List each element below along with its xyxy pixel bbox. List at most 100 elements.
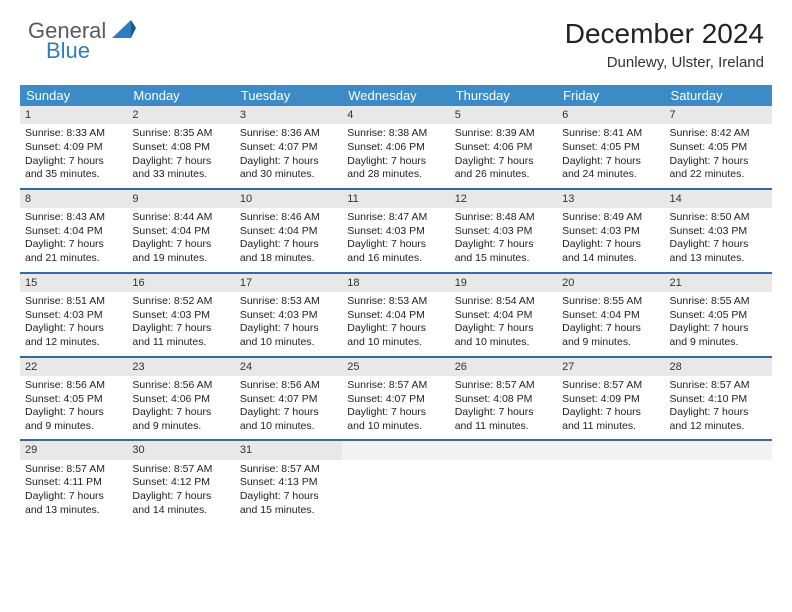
day-content: Sunrise: 8:57 AMSunset: 4:09 PMDaylight:… bbox=[557, 379, 664, 434]
sunset-line: Sunset: 4:04 PM bbox=[132, 225, 229, 239]
daylight-line: Daylight: 7 hours and 10 minutes. bbox=[347, 322, 444, 349]
day-cell bbox=[665, 441, 772, 523]
sunset-line: Sunset: 4:04 PM bbox=[455, 309, 552, 323]
day-cell: 3Sunrise: 8:36 AMSunset: 4:07 PMDaylight… bbox=[235, 106, 342, 188]
daylight-line: Daylight: 7 hours and 10 minutes. bbox=[347, 406, 444, 433]
day-content: Sunrise: 8:41 AMSunset: 4:05 PMDaylight:… bbox=[557, 127, 664, 182]
day-content: Sunrise: 8:52 AMSunset: 4:03 PMDaylight:… bbox=[127, 295, 234, 350]
day-number: 19 bbox=[450, 274, 557, 292]
day-content: Sunrise: 8:49 AMSunset: 4:03 PMDaylight:… bbox=[557, 211, 664, 266]
day-content: Sunrise: 8:56 AMSunset: 4:06 PMDaylight:… bbox=[127, 379, 234, 434]
sunset-line: Sunset: 4:03 PM bbox=[132, 309, 229, 323]
sunset-line: Sunset: 4:03 PM bbox=[347, 225, 444, 239]
day-content: Sunrise: 8:57 AMSunset: 4:07 PMDaylight:… bbox=[342, 379, 449, 434]
sunrise-line: Sunrise: 8:57 AM bbox=[455, 379, 552, 393]
day-number bbox=[557, 441, 664, 459]
day-header: Thursday bbox=[450, 85, 557, 106]
sunrise-line: Sunrise: 8:50 AM bbox=[670, 211, 767, 225]
sunrise-line: Sunrise: 8:57 AM bbox=[25, 463, 122, 477]
sunrise-line: Sunrise: 8:47 AM bbox=[347, 211, 444, 225]
day-number: 5 bbox=[450, 106, 557, 124]
day-number: 31 bbox=[235, 441, 342, 459]
day-header-row: SundayMondayTuesdayWednesdayThursdayFrid… bbox=[20, 85, 772, 106]
day-number: 21 bbox=[665, 274, 772, 292]
day-cell bbox=[342, 441, 449, 523]
day-number bbox=[342, 441, 449, 459]
day-content: Sunrise: 8:39 AMSunset: 4:06 PMDaylight:… bbox=[450, 127, 557, 182]
day-content: Sunrise: 8:33 AMSunset: 4:09 PMDaylight:… bbox=[20, 127, 127, 182]
day-content: Sunrise: 8:55 AMSunset: 4:05 PMDaylight:… bbox=[665, 295, 772, 350]
sunrise-line: Sunrise: 8:33 AM bbox=[25, 127, 122, 141]
sunset-line: Sunset: 4:05 PM bbox=[562, 141, 659, 155]
sunrise-line: Sunrise: 8:51 AM bbox=[25, 295, 122, 309]
day-header: Saturday bbox=[665, 85, 772, 106]
day-content: Sunrise: 8:50 AMSunset: 4:03 PMDaylight:… bbox=[665, 211, 772, 266]
week-row: 22Sunrise: 8:56 AMSunset: 4:05 PMDayligh… bbox=[20, 358, 772, 442]
sunset-line: Sunset: 4:08 PM bbox=[455, 393, 552, 407]
sunrise-line: Sunrise: 8:57 AM bbox=[670, 379, 767, 393]
day-content bbox=[450, 463, 557, 513]
daylight-line: Daylight: 7 hours and 9 minutes. bbox=[25, 406, 122, 433]
sunrise-line: Sunrise: 8:53 AM bbox=[240, 295, 337, 309]
sunrise-line: Sunrise: 8:57 AM bbox=[132, 463, 229, 477]
sunset-line: Sunset: 4:09 PM bbox=[562, 393, 659, 407]
sunrise-line: Sunrise: 8:54 AM bbox=[455, 295, 552, 309]
sunset-line: Sunset: 4:06 PM bbox=[455, 141, 552, 155]
day-header: Wednesday bbox=[342, 85, 449, 106]
daylight-line: Daylight: 7 hours and 24 minutes. bbox=[562, 155, 659, 182]
day-number: 30 bbox=[127, 441, 234, 459]
daylight-line: Daylight: 7 hours and 35 minutes. bbox=[25, 155, 122, 182]
day-cell: 25Sunrise: 8:57 AMSunset: 4:07 PMDayligh… bbox=[342, 358, 449, 440]
daylight-line: Daylight: 7 hours and 9 minutes. bbox=[670, 322, 767, 349]
week-row: 29Sunrise: 8:57 AMSunset: 4:11 PMDayligh… bbox=[20, 441, 772, 523]
daylight-line: Daylight: 7 hours and 10 minutes. bbox=[240, 406, 337, 433]
sunrise-line: Sunrise: 8:57 AM bbox=[562, 379, 659, 393]
sunset-line: Sunset: 4:05 PM bbox=[25, 393, 122, 407]
day-content bbox=[557, 463, 664, 513]
day-number: 11 bbox=[342, 190, 449, 208]
day-number: 10 bbox=[235, 190, 342, 208]
day-number: 17 bbox=[235, 274, 342, 292]
day-header: Tuesday bbox=[235, 85, 342, 106]
header: General Blue December 2024 Dunlewy, Ulst… bbox=[0, 0, 792, 79]
daylight-line: Daylight: 7 hours and 18 minutes. bbox=[240, 238, 337, 265]
day-cell: 28Sunrise: 8:57 AMSunset: 4:10 PMDayligh… bbox=[665, 358, 772, 440]
daylight-line: Daylight: 7 hours and 9 minutes. bbox=[132, 406, 229, 433]
day-cell bbox=[450, 441, 557, 523]
daylight-line: Daylight: 7 hours and 33 minutes. bbox=[132, 155, 229, 182]
daylight-line: Daylight: 7 hours and 12 minutes. bbox=[25, 322, 122, 349]
daylight-line: Daylight: 7 hours and 10 minutes. bbox=[455, 322, 552, 349]
day-cell: 4Sunrise: 8:38 AMSunset: 4:06 PMDaylight… bbox=[342, 106, 449, 188]
day-number: 22 bbox=[20, 358, 127, 376]
daylight-line: Daylight: 7 hours and 13 minutes. bbox=[670, 238, 767, 265]
day-number bbox=[665, 441, 772, 459]
sunrise-line: Sunrise: 8:36 AM bbox=[240, 127, 337, 141]
week-row: 15Sunrise: 8:51 AMSunset: 4:03 PMDayligh… bbox=[20, 274, 772, 358]
week-row: 1Sunrise: 8:33 AMSunset: 4:09 PMDaylight… bbox=[20, 106, 772, 190]
sunrise-line: Sunrise: 8:41 AM bbox=[562, 127, 659, 141]
sunset-line: Sunset: 4:07 PM bbox=[240, 141, 337, 155]
day-cell: 17Sunrise: 8:53 AMSunset: 4:03 PMDayligh… bbox=[235, 274, 342, 356]
calendar: SundayMondayTuesdayWednesdayThursdayFrid… bbox=[20, 85, 772, 523]
title-block: December 2024 Dunlewy, Ulster, Ireland bbox=[565, 18, 764, 71]
day-content: Sunrise: 8:57 AMSunset: 4:12 PMDaylight:… bbox=[127, 463, 234, 518]
day-cell: 1Sunrise: 8:33 AMSunset: 4:09 PMDaylight… bbox=[20, 106, 127, 188]
day-cell: 30 Sunrise: 8:57 AMSunset: 4:12 PMDayligh… bbox=[127, 441, 234, 523]
sunrise-line: Sunrise: 8:52 AM bbox=[132, 295, 229, 309]
daylight-line: Daylight: 7 hours and 16 minutes. bbox=[347, 238, 444, 265]
logo: General Blue bbox=[28, 18, 137, 64]
day-cell: 29Sunrise: 8:57 AMSunset: 4:11 PMDayligh… bbox=[20, 441, 127, 523]
day-number: 14 bbox=[665, 190, 772, 208]
day-content: Sunrise: 8:44 AMSunset: 4:04 PMDaylight:… bbox=[127, 211, 234, 266]
daylight-line: Daylight: 7 hours and 9 minutes. bbox=[562, 322, 659, 349]
day-number: 12 bbox=[450, 190, 557, 208]
sunset-line: Sunset: 4:06 PM bbox=[132, 393, 229, 407]
sunset-line: Sunset: 4:08 PM bbox=[132, 141, 229, 155]
day-cell: 15Sunrise: 8:51 AMSunset: 4:03 PMDayligh… bbox=[20, 274, 127, 356]
day-number: 16 bbox=[127, 274, 234, 292]
sunrise-line: Sunrise: 8:57 AM bbox=[347, 379, 444, 393]
month-title: December 2024 bbox=[565, 18, 764, 50]
location: Dunlewy, Ulster, Ireland bbox=[565, 54, 764, 71]
day-header: Sunday bbox=[20, 85, 127, 106]
day-cell: 27Sunrise: 8:57 AMSunset: 4:09 PMDayligh… bbox=[557, 358, 664, 440]
